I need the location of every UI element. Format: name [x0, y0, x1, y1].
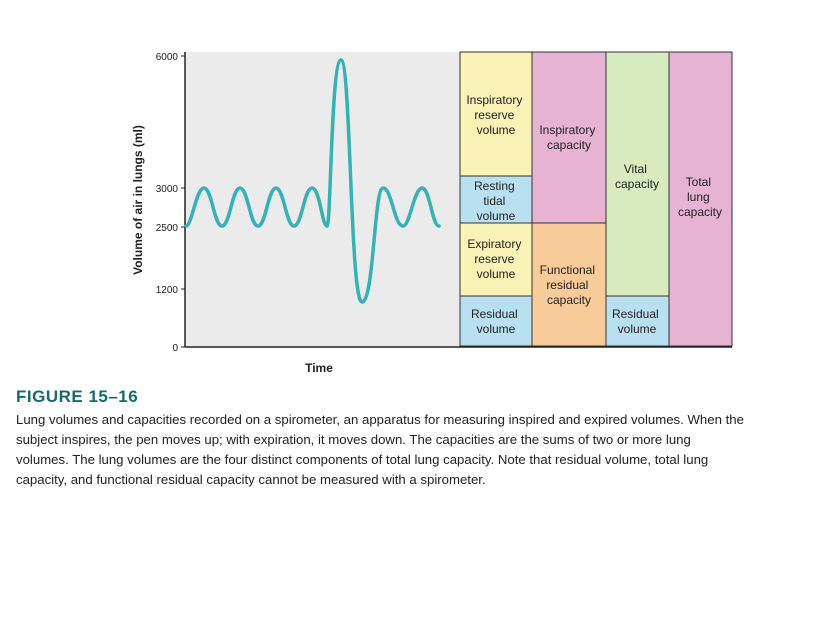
spirometer-trace — [184, 58, 441, 304]
caption-line: Lung volumes and capacities recorded on … — [16, 412, 744, 427]
figure-caption: Lung volumes and capacities recorded on … — [16, 410, 828, 490]
vital-capacity-box — [605, 51, 670, 297]
figure-title: FIGURE 15–16 — [16, 387, 139, 406]
inspiratory-reserve-volume-box — [459, 51, 533, 177]
residual-volume-right-box — [605, 295, 670, 347]
y-tick-3000: 3000 — [156, 184, 179, 195]
label-residual-volume-left: Residual volume — [471, 307, 521, 336]
functional-residual-capacity-box — [531, 222, 607, 347]
total-lung-capacity-box — [668, 51, 733, 347]
label-vital-capacity: Vital capacity — [615, 162, 659, 191]
residual-volume-left-box — [459, 295, 533, 347]
label-total-lung-capacity: Total lung capacity — [678, 175, 722, 219]
inspiratory-capacity-box — [531, 51, 607, 224]
caption-line: capacity, and functional residual capaci… — [16, 472, 486, 487]
label-inspiratory-capacity: Inspiratory capacity — [539, 123, 598, 152]
y-tick-1200: 1200 — [156, 285, 179, 296]
y-tick-6000: 6000 — [156, 52, 179, 63]
y-tick-0: 0 — [172, 343, 178, 354]
y-axis-label: Volume of air in lungs (ml) — [131, 125, 145, 275]
x-axis-label: Time — [305, 361, 333, 375]
resting-tidal-volume-box — [459, 175, 533, 224]
lung-volume-diagram: 6000 3000 2500 1200 0 Volume of air in l… — [131, 51, 733, 375]
label-inspiratory-reserve-volume: Inspiratory reserve volume — [466, 93, 525, 137]
caption-line: subject inspires, the pen moves up; with… — [16, 432, 691, 447]
plot-area — [185, 52, 460, 346]
caption-line: volumes. The lung volumes are the four d… — [16, 452, 709, 467]
expiratory-reserve-volume-box — [459, 222, 533, 297]
y-tick-2500: 2500 — [156, 223, 179, 234]
label-functional-residual-capacity: Functional residual capacity — [540, 263, 599, 307]
label-residual-volume-right: Residual volume — [612, 307, 662, 336]
label-resting-tidal-volume: Resting tidal volume — [474, 179, 518, 223]
label-expiratory-reserve-volume: Expiratory reserve volume — [467, 237, 524, 281]
